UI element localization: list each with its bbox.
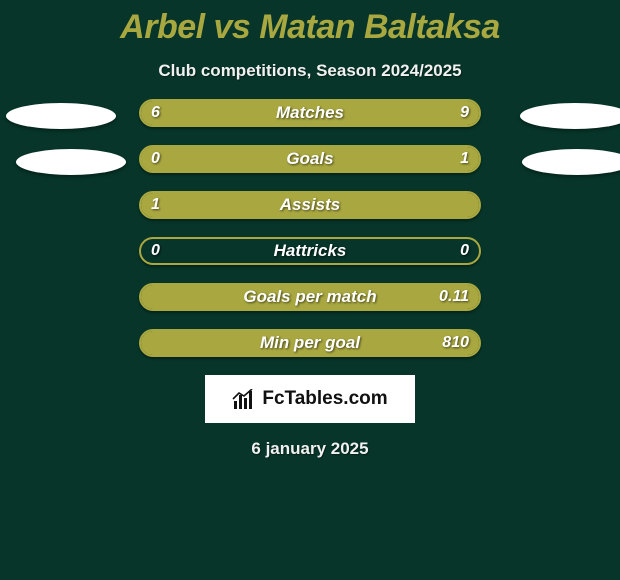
bar-label: Goals <box>141 147 479 171</box>
accent-ellipse-left <box>16 149 126 175</box>
footer-date: 6 january 2025 <box>0 439 620 459</box>
stat-bar-min-per-goal: 810Min per goal <box>139 329 481 357</box>
player-right-icon <box>520 103 620 129</box>
logo-text: FcTables.com <box>262 388 387 410</box>
stat-bar-goals: 01Goals <box>139 145 481 173</box>
bar-label: Min per goal <box>141 331 479 355</box>
stat-bar-assists: 1Assists <box>139 191 481 219</box>
stat-bar-hattricks: 00Hattricks <box>139 237 481 265</box>
stat-bar-goals-per-match: 0.11Goals per match <box>139 283 481 311</box>
player-left-icon <box>6 103 116 129</box>
site-logo: FcTables.com <box>205 375 415 423</box>
comparison-bars: 69Matches 01Goals 1Assists 00Hattricks 0.11G… <box>0 99 620 357</box>
bar-label: Goals per match <box>141 285 479 309</box>
bar-label: Assists <box>141 193 479 217</box>
page-subtitle: Club competitions, Season 2024/2025 <box>0 61 620 81</box>
bar-label: Hattricks <box>141 239 479 263</box>
bar-label: Matches <box>141 101 479 125</box>
stat-bar-matches: 69Matches <box>139 99 481 127</box>
bar-chart-icon <box>232 389 256 409</box>
page-title: Arbel vs Matan Baltaksa <box>0 0 620 47</box>
